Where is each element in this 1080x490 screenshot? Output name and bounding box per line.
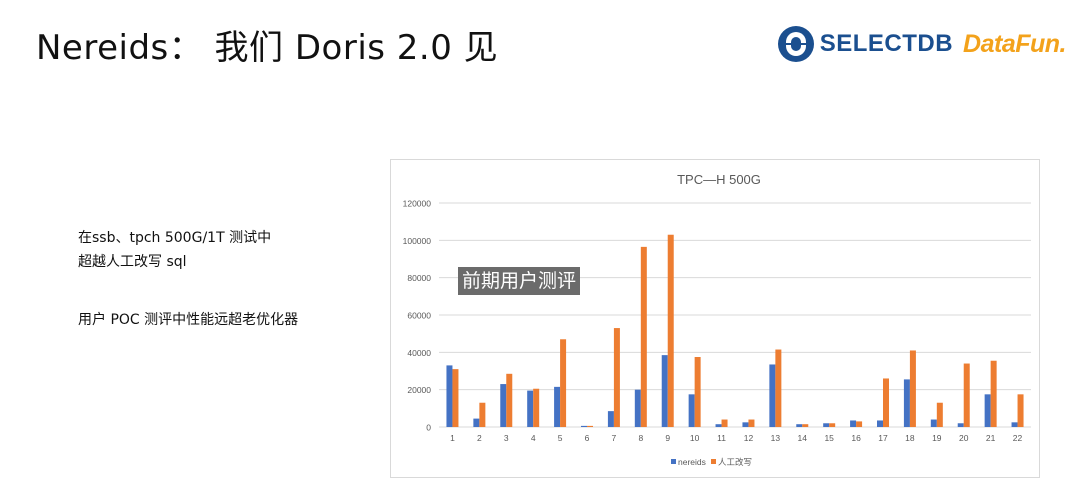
x-tick-label: 18 bbox=[905, 433, 915, 443]
x-tick-label: 22 bbox=[1013, 433, 1023, 443]
bar-manual bbox=[883, 378, 889, 427]
x-tick-label: 3 bbox=[504, 433, 509, 443]
y-tick-label: 40000 bbox=[407, 348, 431, 358]
overlay-label: 前期用户测评 bbox=[458, 267, 581, 295]
bar-nereids bbox=[1011, 422, 1018, 427]
y-tick-label: 100000 bbox=[403, 236, 432, 246]
y-tick-label: 60000 bbox=[407, 311, 431, 321]
bar-nereids bbox=[742, 422, 749, 427]
bar-manual bbox=[775, 349, 782, 427]
bar-nereids bbox=[823, 423, 830, 427]
x-tick-label: 8 bbox=[638, 433, 643, 443]
bar-nereids bbox=[850, 420, 857, 427]
bar-nereids bbox=[984, 394, 991, 427]
bar-manual bbox=[1017, 394, 1024, 427]
note-line-2: 超越人工改写 sql bbox=[78, 254, 187, 270]
bar-nereids bbox=[581, 425, 587, 427]
bar-manual bbox=[560, 339, 567, 427]
bar-nereids bbox=[903, 379, 910, 427]
note-line-3: 用户 POC 测评中性能远超老优化器 bbox=[78, 312, 299, 328]
bar-manual bbox=[452, 369, 459, 427]
slide-title: Nereids： 我们 Doris 2.0 见 bbox=[36, 28, 499, 68]
datafun-logo: DataFun. bbox=[963, 29, 1066, 58]
bar-nereids bbox=[446, 365, 453, 427]
legend-swatch bbox=[711, 459, 716, 464]
bar-manual bbox=[506, 373, 513, 427]
bar-nereids bbox=[661, 355, 668, 427]
note-line-1: 在ssb、tpch 500G/1T 测试中 bbox=[78, 230, 272, 246]
x-tick-label: 6 bbox=[585, 433, 590, 443]
x-tick-label: 9 bbox=[665, 433, 670, 443]
y-tick-label: 80000 bbox=[407, 273, 431, 283]
bar-manual bbox=[990, 360, 997, 427]
bar-nereids bbox=[527, 390, 534, 427]
logo-group: SELECTDB DataFun. bbox=[777, 26, 1066, 62]
bar-manual bbox=[829, 423, 836, 427]
x-tick-label: 21 bbox=[986, 433, 996, 443]
bar-manual bbox=[479, 402, 486, 427]
bar-nereids bbox=[473, 418, 480, 427]
bar-manual bbox=[909, 350, 916, 427]
bar-manual bbox=[721, 419, 728, 427]
bar-manual bbox=[533, 388, 540, 427]
bar-nereids bbox=[607, 411, 614, 427]
bar-manual bbox=[748, 419, 755, 427]
bar-manual bbox=[587, 425, 593, 427]
selectdb-logo-text: SELECTDB bbox=[819, 30, 954, 57]
x-tick-label: 7 bbox=[612, 433, 617, 443]
bar-manual bbox=[856, 421, 863, 427]
bar-manual bbox=[613, 328, 620, 427]
x-tick-label: 5 bbox=[558, 433, 563, 443]
bar-nereids bbox=[554, 386, 561, 427]
bar-nereids bbox=[688, 394, 695, 427]
x-tick-label: 13 bbox=[771, 433, 781, 443]
x-tick-label: 15 bbox=[824, 433, 834, 443]
x-tick-label: 11 bbox=[717, 433, 726, 443]
x-tick-label: 19 bbox=[932, 433, 942, 443]
y-tick-label: 0 bbox=[426, 423, 431, 433]
bar-nereids bbox=[877, 420, 883, 427]
selectdb-logo-icon bbox=[777, 26, 814, 62]
bar-manual bbox=[802, 424, 809, 427]
x-tick-label: 10 bbox=[690, 433, 700, 443]
selectdb-logo: SELECTDB bbox=[777, 26, 954, 62]
bar-nereids bbox=[715, 424, 722, 427]
bar-manual bbox=[936, 402, 943, 427]
x-tick-label: 2 bbox=[477, 433, 482, 443]
y-tick-label: 20000 bbox=[407, 385, 431, 395]
x-tick-label: 16 bbox=[851, 433, 861, 443]
chart-container: TPC—H 500G 0 20000 40000 60000 80000 100000 120… bbox=[390, 159, 1040, 478]
bar-manual bbox=[640, 246, 647, 427]
bar-nereids bbox=[500, 384, 507, 427]
bar-nereids bbox=[634, 389, 641, 427]
notes: 在ssb、tpch 500G/1T 测试中 超越人工改写 sql 用户 POC … bbox=[78, 226, 298, 332]
x-tick-label: 17 bbox=[878, 433, 888, 443]
bar-nereids bbox=[796, 424, 803, 427]
legend-label: 人工改写 bbox=[718, 457, 752, 467]
x-tick-label: 14 bbox=[798, 433, 808, 443]
bar-manual bbox=[694, 357, 701, 427]
x-tick-label: 12 bbox=[744, 433, 754, 443]
bar-chart: TPC—H 500G020000400006000080000100000120… bbox=[403, 172, 1031, 467]
y-tick-label: 120000 bbox=[403, 199, 432, 209]
bar-manual bbox=[963, 363, 970, 427]
x-tick-label: 4 bbox=[531, 433, 536, 443]
x-tick-label: 1 bbox=[450, 433, 455, 443]
bar-nereids bbox=[957, 423, 964, 427]
legend-swatch bbox=[671, 459, 676, 464]
bar-nereids bbox=[769, 364, 776, 427]
bar-manual bbox=[667, 234, 674, 427]
legend-label: nereids bbox=[678, 457, 706, 467]
x-tick-label: 20 bbox=[959, 433, 969, 443]
chart-title: TPC—H 500G bbox=[677, 172, 761, 187]
bar-nereids bbox=[930, 419, 937, 427]
